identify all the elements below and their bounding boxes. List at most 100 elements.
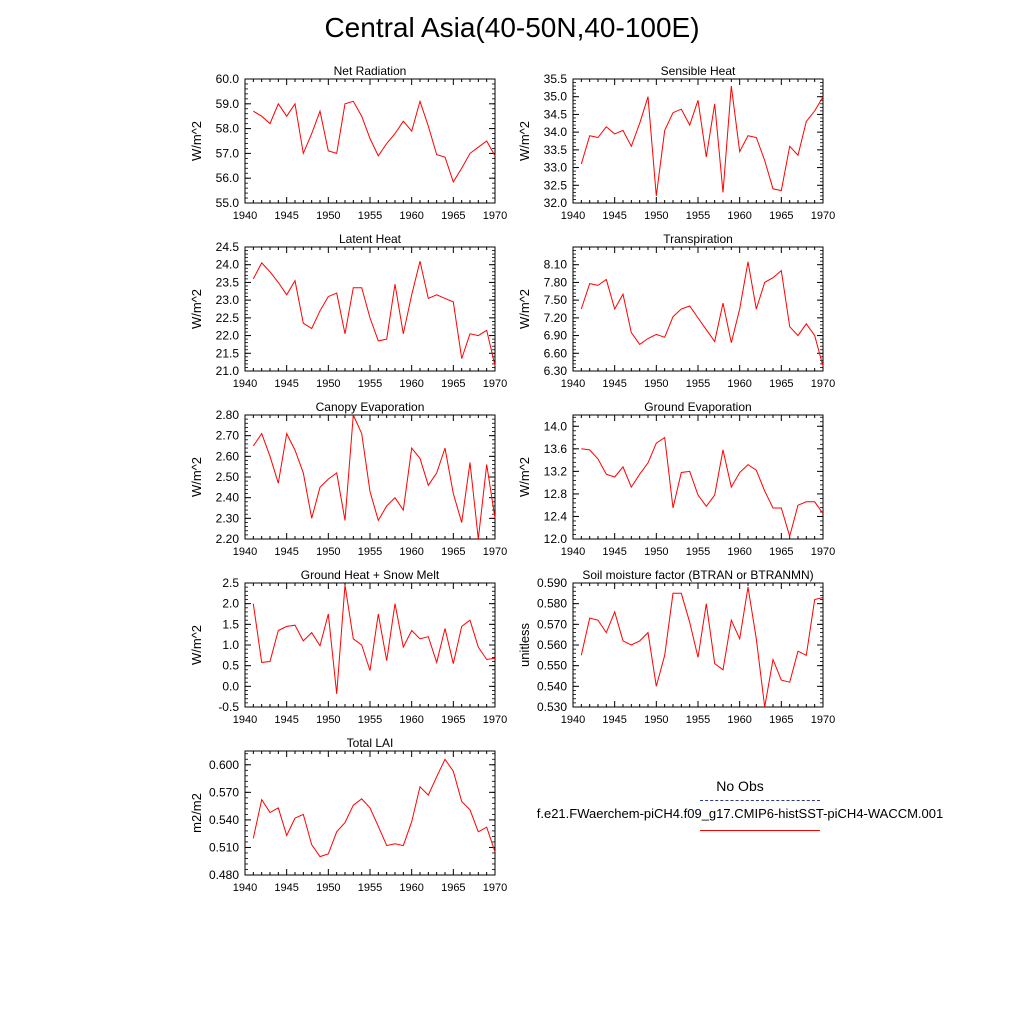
series-line	[252, 585, 496, 694]
plot-frame	[244, 750, 496, 876]
x-tick-label: 1955	[686, 210, 710, 222]
y-axis-label: W/m^2	[517, 121, 532, 161]
y-tick-label: 0.570	[537, 617, 567, 631]
y-tick-label: 24.0	[216, 258, 240, 272]
y-tick-label: 34.5	[544, 107, 568, 121]
y-axis-label: W/m^2	[517, 289, 532, 329]
y-tick-label: 56.0	[216, 171, 240, 185]
y-tick-label: 0.0	[222, 679, 239, 693]
x-tick-label: 1945	[274, 714, 298, 726]
x-tick-label: 1955	[358, 378, 382, 390]
x-tick-label: 1965	[769, 378, 793, 390]
series-line	[580, 261, 824, 367]
y-tick-label: 23.5	[216, 275, 240, 289]
y-axis-label: unitless	[517, 622, 532, 667]
panel-title: Transpiration	[663, 232, 733, 246]
panel-title: Latent Heat	[339, 232, 402, 246]
y-tick-label: 1.0	[222, 638, 239, 652]
x-tick-label: 1940	[561, 210, 585, 222]
x-tick-label: 1940	[561, 378, 585, 390]
x-tick-label: 1960	[399, 714, 423, 726]
x-tick-label: 1965	[441, 210, 465, 222]
x-tick-label: 1945	[602, 714, 626, 726]
panel-title: Canopy Evaporation	[316, 400, 425, 414]
y-tick-label: 0.5	[222, 659, 239, 673]
y-tick-label: 2.5	[222, 576, 239, 590]
x-tick-label: 1955	[686, 378, 710, 390]
legend-obs-line	[700, 800, 820, 801]
x-tick-label: 1950	[316, 882, 340, 894]
panel-title: Net Radiation	[334, 64, 407, 78]
x-tick-label: 1960	[727, 546, 751, 558]
y-axis-label: W/m^2	[189, 457, 204, 497]
y-tick-label: 2.20	[216, 532, 240, 546]
x-tick-label: 1950	[316, 546, 340, 558]
y-tick-label: 34.0	[544, 125, 568, 139]
x-tick-label: 1940	[233, 210, 257, 222]
y-tick-label: 0.550	[537, 659, 567, 673]
x-tick-label: 1970	[483, 882, 507, 894]
x-tick-label: 1970	[483, 546, 507, 558]
plot-frame	[572, 246, 824, 372]
x-tick-label: 1970	[811, 546, 835, 558]
plot-frame	[244, 246, 496, 372]
panel-title: Total LAI	[347, 736, 394, 750]
x-tick-label: 1945	[274, 882, 298, 894]
x-tick-label: 1955	[358, 546, 382, 558]
y-tick-label: 55.0	[216, 196, 240, 210]
x-tick-label: 1940	[561, 714, 585, 726]
y-tick-label: 0.530	[537, 700, 567, 714]
y-tick-label: 0.590	[537, 576, 567, 590]
y-tick-label: 1.5	[222, 617, 239, 631]
y-tick-label: 0.480	[209, 868, 239, 882]
x-tick-label: 1970	[811, 378, 835, 390]
y-tick-label: 2.50	[216, 470, 240, 484]
y-tick-label: 60.0	[216, 72, 240, 86]
plot-frame	[244, 78, 496, 204]
series-line	[252, 261, 496, 366]
y-tick-label: 0.600	[209, 758, 239, 772]
x-tick-label: 1950	[644, 378, 668, 390]
y-tick-label: 6.60	[544, 346, 568, 360]
x-tick-label: 1965	[441, 378, 465, 390]
x-tick-label: 1950	[316, 714, 340, 726]
chart-panel: Ground Heat + Snow Melt W/m^2 1940 1945 1950…	[189, 568, 507, 726]
plot-frame	[572, 582, 824, 708]
y-tick-label: 21.5	[216, 346, 240, 360]
y-tick-label: 0.580	[537, 597, 567, 611]
y-tick-label: 22.5	[216, 311, 240, 325]
y-tick-label: 24.5	[216, 240, 240, 254]
x-tick-label: 1950	[316, 210, 340, 222]
y-tick-label: 2.80	[216, 408, 240, 422]
y-tick-label: 2.40	[216, 491, 240, 505]
chart-panel: Total LAI m2/m2 1940 1945 1950 1955 1960 1965 19…	[189, 736, 507, 894]
x-tick-label: 1965	[769, 210, 793, 222]
plot-frame	[244, 414, 496, 540]
y-tick-label: 0.510	[209, 840, 239, 854]
x-tick-label: 1960	[399, 882, 423, 894]
chart-panel: Transpiration W/m^2 1940 1945 1950 1955 1960 19…	[517, 232, 835, 390]
y-tick-label: 7.80	[544, 275, 568, 289]
x-tick-label: 1965	[441, 546, 465, 558]
x-tick-label: 1945	[602, 378, 626, 390]
y-tick-label: 13.2	[544, 464, 568, 478]
x-tick-label: 1940	[561, 546, 585, 558]
y-tick-label: 33.0	[544, 161, 568, 175]
y-tick-label: 0.560	[537, 638, 567, 652]
y-tick-label: 8.10	[544, 258, 568, 272]
chart-panel: Sensible Heat W/m^2 1940 1945 1950 1955 1960 19…	[517, 64, 835, 222]
x-tick-label: 1965	[769, 714, 793, 726]
y-tick-label: 59.0	[216, 97, 240, 111]
x-tick-label: 1960	[399, 546, 423, 558]
y-tick-label: 58.0	[216, 122, 240, 136]
x-tick-label: 1945	[274, 378, 298, 390]
y-tick-label: 33.5	[544, 143, 568, 157]
x-tick-label: 1960	[727, 714, 751, 726]
series-line	[581, 436, 824, 539]
x-tick-label: 1940	[233, 882, 257, 894]
x-tick-label: 1945	[274, 210, 298, 222]
chart-panel: Latent Heat W/m^2 1940 1945 1950 1955 1960 1965…	[189, 232, 507, 390]
y-tick-label: 14.0	[544, 419, 568, 433]
series-line	[580, 86, 824, 196]
